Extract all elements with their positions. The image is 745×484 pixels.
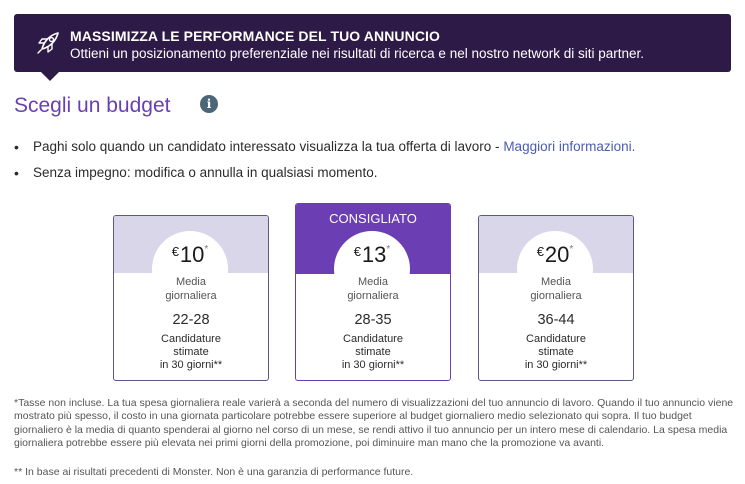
tax-footnote: *Tasse non incluse. La tua spesa giornal… <box>14 397 734 449</box>
benefits-list: • Paghi solo quando un candidato interes… <box>14 138 635 190</box>
benefit-text-pay: Paghi solo quando un candidato interessa… <box>33 139 504 154</box>
promo-banner: MASSIMIZZA LE PERFORMANCE DEL TUO ANNUNC… <box>14 14 731 81</box>
applications-range: 36-44 <box>537 312 575 328</box>
applications-label-2: stimate <box>355 346 391 358</box>
price-circle: €10* <box>152 231 228 307</box>
daily-average-label-2: giornaliera <box>347 290 399 302</box>
recommended-badge: CONSIGLIATO <box>329 211 417 226</box>
rocket-icon <box>37 32 59 54</box>
budget-card-10[interactable]: €10* Media giornaliera 22-28 Candidature… <box>113 215 269 381</box>
price: €10* <box>171 242 209 267</box>
bullet-icon: • <box>14 165 19 181</box>
price-amount: 10 <box>179 242 205 267</box>
page-title: Scegli un budget <box>14 94 171 117</box>
applications-period: in 30 giorni** <box>524 359 588 371</box>
more-info-link[interactable]: Maggiori informazioni. <box>503 139 636 154</box>
banner-title: MASSIMIZZA LE PERFORMANCE DEL TUO ANNUNC… <box>70 28 441 44</box>
daily-average-label-2: giornaliera <box>165 290 217 302</box>
list-item: • Senza impegno: modifica o annulla in q… <box>14 164 635 190</box>
applications-label: Candidature <box>343 333 403 345</box>
applications-label: Candidature <box>161 333 221 345</box>
price-amount: 13 <box>361 242 387 267</box>
applications-range: 22-28 <box>172 312 210 328</box>
daily-average-label-2: giornaliera <box>530 290 582 302</box>
benefit-text-no-commitment: Senza impegno: modifica o annulla in qua… <box>33 165 378 180</box>
price: €13* <box>353 242 391 267</box>
price: €20* <box>536 242 574 267</box>
price-circle: €13* <box>334 231 410 307</box>
applications-label-2: stimate <box>173 346 209 358</box>
price-amount: 20 <box>544 242 570 267</box>
applications-label-2: stimate <box>538 346 574 358</box>
bullet-icon: • <box>14 139 19 155</box>
results-footnote: ** In base ai risultati precedenti di Mo… <box>14 466 414 478</box>
applications-label: Candidature <box>526 333 586 345</box>
applications-period: in 30 giorni** <box>341 359 405 371</box>
banner-subtitle: Ottieni un posizionamento preferenziale … <box>70 46 645 61</box>
daily-average-label: Media <box>358 276 388 288</box>
banner-pointer <box>41 72 59 81</box>
price-circle: €20* <box>517 231 593 307</box>
list-item: • Paghi solo quando un candidato interes… <box>14 138 635 164</box>
applications-period: in 30 giorni** <box>159 359 223 371</box>
daily-average-label: Media <box>176 276 206 288</box>
budget-card-20[interactable]: €20* Media giornaliera 36-44 Candidature… <box>478 215 634 381</box>
daily-average-label: Media <box>541 276 571 288</box>
budget-card-13[interactable]: CONSIGLIATO €13* Media giornaliera 28-35… <box>295 203 451 381</box>
info-icon[interactable]: i <box>200 95 218 113</box>
applications-range: 28-35 <box>354 312 392 328</box>
